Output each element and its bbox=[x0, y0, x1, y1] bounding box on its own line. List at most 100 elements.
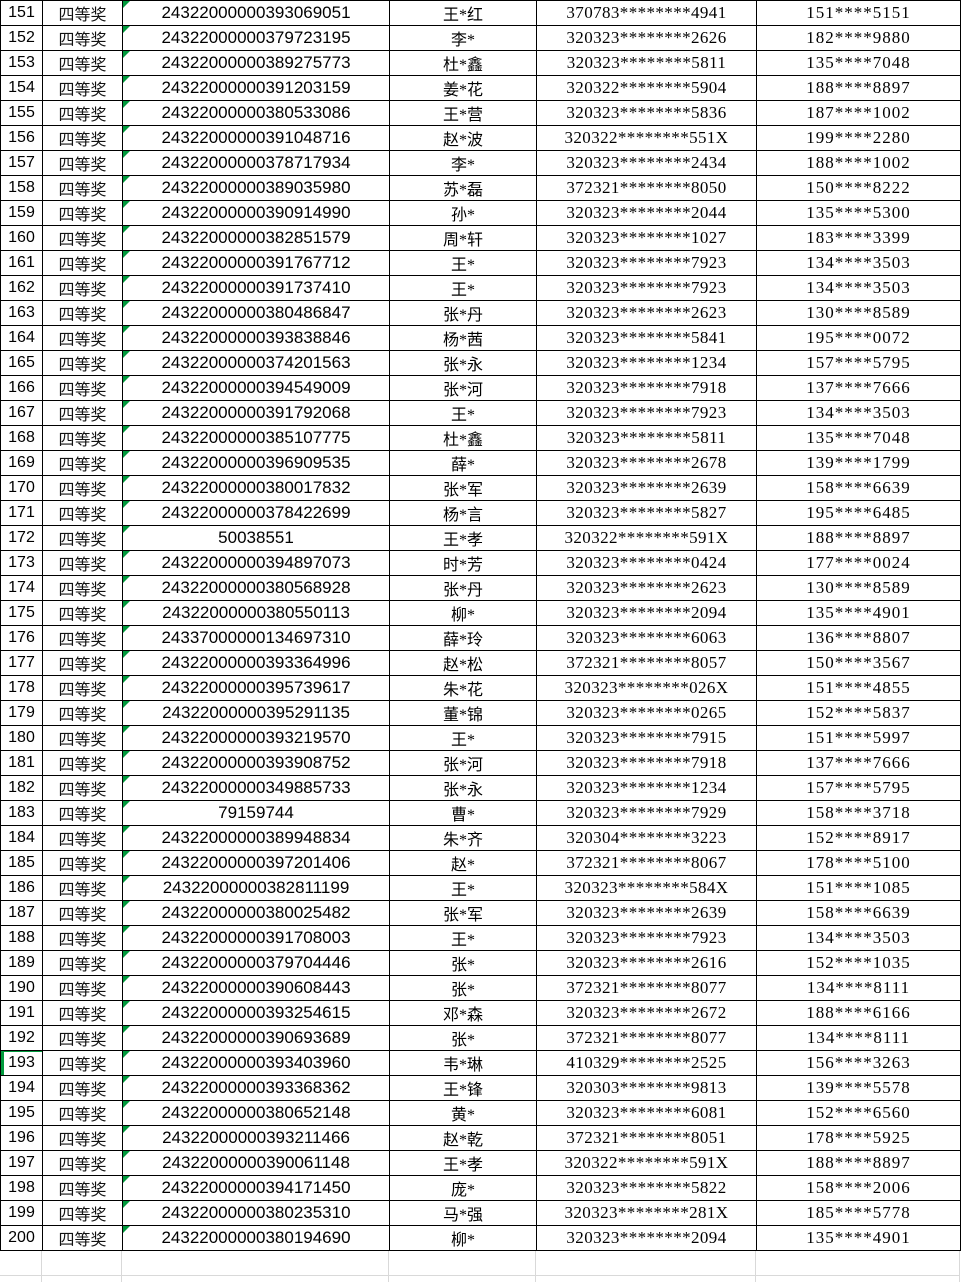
winner-name-cell[interactable]: 韦*琳 bbox=[390, 1051, 537, 1076]
id-number-cell[interactable]: 372321********8057 bbox=[537, 651, 757, 676]
phone-number-cell[interactable]: 134****3503 bbox=[757, 926, 961, 951]
phone-number-cell[interactable]: 150****3567 bbox=[757, 651, 961, 676]
ticket-number-cell[interactable]: 50038551 bbox=[123, 526, 390, 551]
id-number-cell[interactable]: 370783********4941 bbox=[537, 1, 757, 26]
row-number-cell[interactable]: 162 bbox=[1, 276, 43, 301]
phone-number-cell[interactable]: 152****1035 bbox=[757, 951, 961, 976]
id-number-cell[interactable]: 320323********6081 bbox=[537, 1101, 757, 1126]
prize-cell[interactable]: 四等奖 bbox=[43, 201, 123, 226]
winner-name-cell[interactable]: 马*强 bbox=[390, 1201, 537, 1226]
prize-cell[interactable]: 四等奖 bbox=[43, 726, 123, 751]
row-number-cell[interactable]: 185 bbox=[1, 851, 43, 876]
winner-name-cell[interactable]: 朱*花 bbox=[390, 676, 537, 701]
empty-cell[interactable] bbox=[0, 1251, 42, 1276]
winner-name-cell[interactable]: 赵*波 bbox=[390, 126, 537, 151]
id-number-cell[interactable]: 320323********7923 bbox=[537, 251, 757, 276]
prize-cell[interactable]: 四等奖 bbox=[43, 751, 123, 776]
row-number-cell[interactable]: 175 bbox=[1, 601, 43, 626]
id-number-cell[interactable]: 410329********2525 bbox=[537, 1051, 757, 1076]
row-number-cell[interactable]: 190 bbox=[1, 976, 43, 1001]
winner-name-cell[interactable]: 董*锦 bbox=[390, 701, 537, 726]
winner-name-cell[interactable]: 张* bbox=[390, 951, 537, 976]
prize-cell[interactable]: 四等奖 bbox=[43, 826, 123, 851]
id-number-cell[interactable]: 320323********2626 bbox=[537, 26, 757, 51]
prize-cell[interactable]: 四等奖 bbox=[43, 376, 123, 401]
prize-cell[interactable]: 四等奖 bbox=[43, 851, 123, 876]
row-number-cell[interactable]: 151 bbox=[1, 1, 43, 26]
row-number-cell[interactable]: 180 bbox=[1, 726, 43, 751]
id-number-cell[interactable]: 320303********9813 bbox=[537, 1076, 757, 1101]
ticket-number-cell[interactable]: 24322000000393403960 bbox=[123, 1051, 390, 1076]
phone-number-cell[interactable]: 134****3503 bbox=[757, 401, 961, 426]
row-number-cell[interactable]: 182 bbox=[1, 776, 43, 801]
prize-cell[interactable]: 四等奖 bbox=[43, 276, 123, 301]
winner-name-cell[interactable]: 杜*鑫 bbox=[390, 51, 537, 76]
prize-cell[interactable]: 四等奖 bbox=[43, 126, 123, 151]
phone-number-cell[interactable]: 135****7048 bbox=[757, 51, 961, 76]
row-number-cell[interactable]: 177 bbox=[1, 651, 43, 676]
ticket-number-cell[interactable]: 24322000000390914990 bbox=[123, 201, 390, 226]
empty-cell[interactable] bbox=[389, 1251, 536, 1276]
ticket-number-cell[interactable]: 24322000000379704446 bbox=[123, 951, 390, 976]
ticket-number-cell[interactable]: 24322000000391792068 bbox=[123, 401, 390, 426]
prize-cell[interactable]: 四等奖 bbox=[43, 1051, 123, 1076]
prize-cell[interactable]: 四等奖 bbox=[43, 976, 123, 1001]
phone-number-cell[interactable]: 151****5151 bbox=[757, 1, 961, 26]
phone-number-cell[interactable]: 139****1799 bbox=[757, 451, 961, 476]
phone-number-cell[interactable]: 157****5795 bbox=[757, 351, 961, 376]
prize-cell[interactable]: 四等奖 bbox=[43, 101, 123, 126]
phone-number-cell[interactable]: 158****2006 bbox=[757, 1176, 961, 1201]
winner-name-cell[interactable]: 朱*齐 bbox=[390, 826, 537, 851]
prize-cell[interactable]: 四等奖 bbox=[43, 26, 123, 51]
phone-number-cell[interactable]: 188****8897 bbox=[757, 1151, 961, 1176]
winner-name-cell[interactable]: 赵*乾 bbox=[390, 1126, 537, 1151]
winner-name-cell[interactable]: 王*红 bbox=[390, 1, 537, 26]
phone-number-cell[interactable]: 134****3503 bbox=[757, 276, 961, 301]
row-number-cell[interactable]: 195 bbox=[1, 1101, 43, 1126]
id-number-cell[interactable]: 320323********1027 bbox=[537, 226, 757, 251]
prize-cell[interactable]: 四等奖 bbox=[43, 351, 123, 376]
winner-name-cell[interactable]: 张* bbox=[390, 1026, 537, 1051]
ticket-number-cell[interactable]: 24322000000393838846 bbox=[123, 326, 390, 351]
prize-cell[interactable]: 四等奖 bbox=[43, 701, 123, 726]
winner-name-cell[interactable]: 黄* bbox=[390, 1101, 537, 1126]
phone-number-cell[interactable]: 130****8589 bbox=[757, 576, 961, 601]
ticket-number-cell[interactable]: 24322000000393219570 bbox=[123, 726, 390, 751]
prize-cell[interactable]: 四等奖 bbox=[43, 226, 123, 251]
row-number-cell[interactable]: 199 bbox=[1, 1201, 43, 1226]
winner-name-cell[interactable]: 王* bbox=[390, 726, 537, 751]
id-number-cell[interactable]: 320323********584X bbox=[537, 876, 757, 901]
winner-name-cell[interactable]: 王* bbox=[390, 876, 537, 901]
phone-number-cell[interactable]: 157****5795 bbox=[757, 776, 961, 801]
row-number-cell[interactable]: 167 bbox=[1, 401, 43, 426]
ticket-number-cell[interactable]: 24322000000380486847 bbox=[123, 301, 390, 326]
winner-name-cell[interactable]: 张*永 bbox=[390, 351, 537, 376]
ticket-number-cell[interactable]: 24322000000393211466 bbox=[123, 1126, 390, 1151]
row-number-cell[interactable]: 194 bbox=[1, 1076, 43, 1101]
row-number-cell[interactable]: 155 bbox=[1, 101, 43, 126]
ticket-number-cell[interactable]: 24322000000380568928 bbox=[123, 576, 390, 601]
ticket-number-cell[interactable]: 24322000000382811199 bbox=[123, 876, 390, 901]
row-number-cell[interactable]: 170 bbox=[1, 476, 43, 501]
prize-cell[interactable]: 四等奖 bbox=[43, 626, 123, 651]
id-number-cell[interactable]: 372321********8051 bbox=[537, 1126, 757, 1151]
phone-number-cell[interactable]: 187****1002 bbox=[757, 101, 961, 126]
phone-number-cell[interactable]: 136****8807 bbox=[757, 626, 961, 651]
winner-name-cell[interactable]: 王* bbox=[390, 926, 537, 951]
id-number-cell[interactable]: 320323********0424 bbox=[537, 551, 757, 576]
row-number-cell[interactable]: 163 bbox=[1, 301, 43, 326]
winner-name-cell[interactable]: 时*芳 bbox=[390, 551, 537, 576]
id-number-cell[interactable]: 320304********3223 bbox=[537, 826, 757, 851]
winner-name-cell[interactable]: 李* bbox=[390, 26, 537, 51]
id-number-cell[interactable]: 320323********2434 bbox=[537, 151, 757, 176]
empty-cell[interactable] bbox=[389, 1276, 536, 1282]
row-number-cell[interactable]: 171 bbox=[1, 501, 43, 526]
empty-cell[interactable] bbox=[122, 1276, 389, 1282]
phone-number-cell[interactable]: 195****6485 bbox=[757, 501, 961, 526]
id-number-cell[interactable]: 320323********6063 bbox=[537, 626, 757, 651]
phone-number-cell[interactable]: 135****4901 bbox=[757, 1226, 961, 1251]
prize-cell[interactable]: 四等奖 bbox=[43, 1226, 123, 1251]
winner-name-cell[interactable]: 王*孝 bbox=[390, 526, 537, 551]
id-number-cell[interactable]: 320323********5827 bbox=[537, 501, 757, 526]
row-number-cell[interactable]: 186 bbox=[1, 876, 43, 901]
